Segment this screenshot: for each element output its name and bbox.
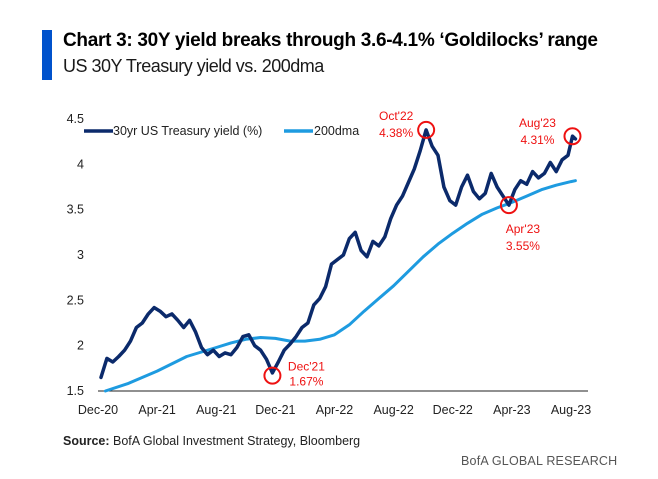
annotation-date: Oct'22	[379, 109, 414, 123]
source-text: BofA Global Investment Strategy, Bloombe…	[109, 434, 361, 448]
y-tick-label: 4	[77, 157, 84, 171]
annotation-date: Dec'21	[288, 360, 325, 374]
x-tick-label: Apr-23	[493, 403, 531, 417]
brand-footer: BofA GLOBAL RESEARCH	[461, 454, 618, 468]
source-label: Source:	[63, 434, 110, 448]
y-tick-label: 2	[77, 339, 84, 353]
annotation-value: 4.31%	[520, 133, 554, 147]
annotation-circle	[563, 127, 582, 146]
legend: 30yr US Treasury yield (%) 200dma	[84, 124, 359, 138]
x-tick-label: Aug-21	[196, 403, 236, 417]
series-line-yield	[99, 128, 578, 380]
annotation-circle	[263, 366, 282, 385]
x-axis: Dec-20 Apr-21 Aug-21 Dec-21 Apr-22 Aug-22 Dec-…	[78, 403, 591, 417]
annotation-value: 4.38%	[379, 126, 413, 140]
annotations: Oct'22 4.38% Dec'211.67% Apr'23 3.55% Aug'23 4…	[263, 109, 582, 389]
x-tick-label: Aug-23	[551, 403, 591, 417]
y-tick-label: 4.5	[67, 112, 84, 126]
source-note: Source: BofA Global Investment Strategy,…	[63, 434, 360, 448]
annotation-value: 1.67%	[289, 375, 323, 389]
annotation-circle	[417, 120, 436, 139]
y-tick-label: 1.5	[67, 384, 84, 398]
y-tick-label: 2.5	[67, 293, 84, 307]
x-tick-label: Aug-22	[373, 403, 413, 417]
annotation-date: Aug'23	[519, 116, 556, 130]
x-tick-label: Apr-21	[138, 403, 176, 417]
title-accent-bar	[42, 30, 52, 80]
annotation-value: 3.55%	[506, 239, 540, 253]
x-tick-label: Apr-22	[316, 403, 354, 417]
chart-title: Chart 3: 30Y yield breaks through 3.6-4.…	[63, 30, 598, 51]
series-line-200dma	[103, 179, 577, 393]
x-tick-label: Dec-20	[78, 403, 118, 417]
annotation-circle	[499, 196, 518, 215]
y-tick-label: 3.5	[67, 203, 84, 217]
y-axis: 1.5 2 2.5 3 3.5 4 4.5	[67, 112, 84, 398]
y-tick-label: 3	[77, 248, 84, 262]
series-layer	[99, 128, 578, 393]
x-tick-label: Dec-21	[255, 403, 295, 417]
legend-label-yield: 30yr US Treasury yield (%)	[113, 124, 262, 138]
chart-subtitle: US 30Y Treasury yield vs. 200dma	[63, 56, 324, 76]
x-tick-label: Dec-22	[433, 403, 473, 417]
annotation-date: Apr'23	[506, 222, 541, 236]
legend-label-200dma: 200dma	[314, 124, 359, 138]
